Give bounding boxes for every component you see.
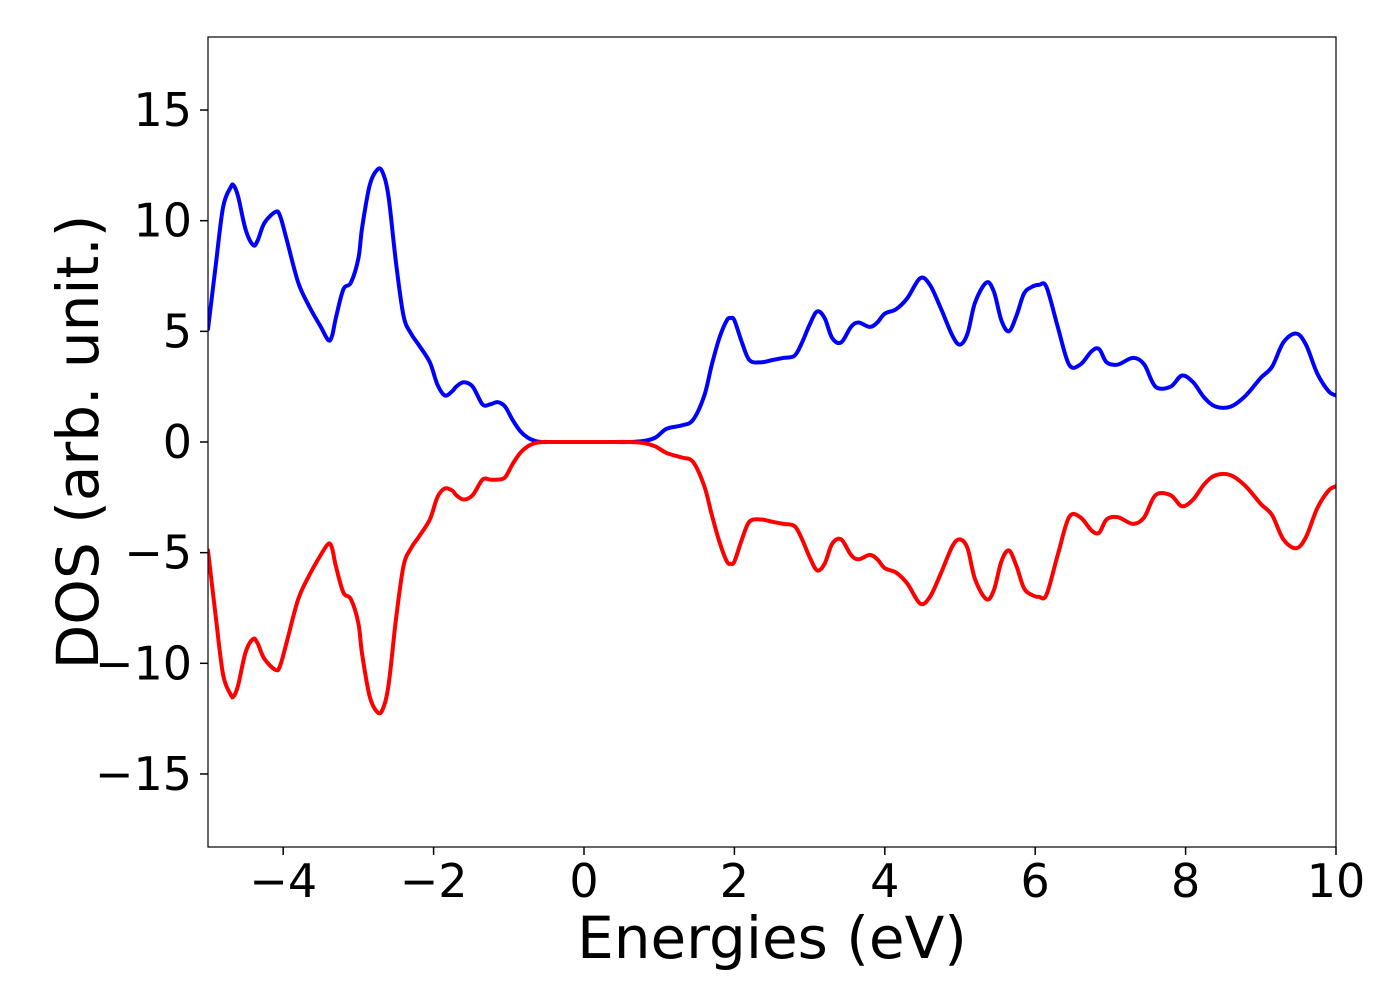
x-tick-label: 8	[1171, 854, 1200, 908]
y-tick-label: −5	[124, 526, 192, 580]
plot-frame	[207, 36, 1337, 848]
x-tick-label: 6	[1021, 854, 1050, 908]
dos-series-line-down	[208, 439, 1336, 716]
y-tick-label: 15	[133, 83, 192, 137]
x-tick-label: 2	[720, 854, 749, 908]
dos-series-line-up	[208, 166, 1336, 445]
x-tick-label: 4	[870, 854, 899, 908]
y-tick-label: 10	[133, 194, 192, 248]
x-axis-ticks: −4 −2 0 2 4 6 8 10	[249, 847, 1365, 908]
x-tick-label: −4	[249, 854, 317, 908]
y-tick-label: 5	[163, 304, 192, 358]
x-tick-label: −2	[400, 854, 468, 908]
y-tick-label: −10	[95, 636, 192, 690]
x-tick-label: 10	[1307, 854, 1366, 908]
y-tick-label: 0	[163, 415, 192, 469]
x-tick-label: 0	[569, 854, 598, 908]
plot-area	[207, 36, 1337, 848]
x-axis-label: Energies (eV)	[577, 904, 967, 972]
y-axis-ticks: 15 10 5 0 −5 −10 −15	[95, 83, 208, 801]
series-layer	[208, 166, 1336, 716]
y-tick-label: −15	[95, 747, 192, 801]
y-axis-label: DOS (arb. unit.)	[44, 215, 112, 670]
